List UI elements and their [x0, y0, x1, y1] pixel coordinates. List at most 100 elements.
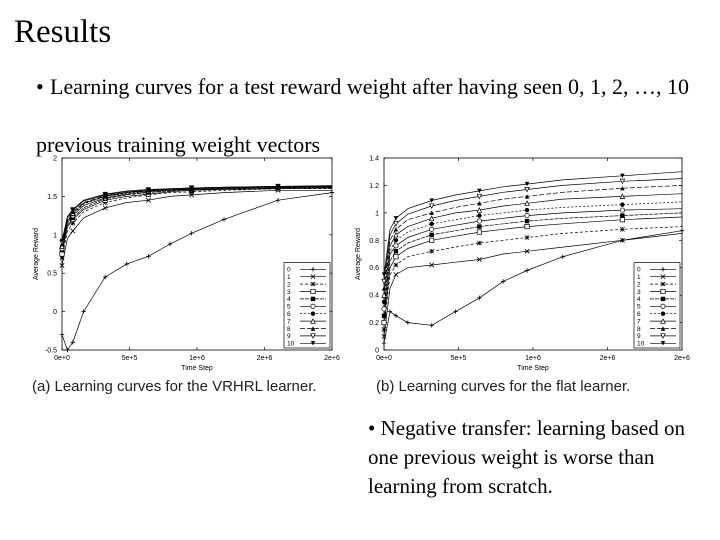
bullet-marker: • — [368, 416, 376, 440]
data-point — [393, 231, 399, 238]
legend-marker — [660, 318, 666, 324]
y-tick-label: 0.6 — [369, 265, 379, 272]
data-point — [381, 340, 387, 346]
legend-label: 10 — [287, 341, 295, 348]
series-line — [383, 233, 683, 337]
caption-vrhrl: (a) Learning curves for the VRHRL learne… — [32, 378, 317, 395]
legend-marker — [660, 341, 666, 346]
y-tick-label: 0.2 — [369, 320, 379, 327]
data-point — [103, 191, 108, 197]
data-point — [429, 210, 434, 216]
y-tick-label: 1.4 — [369, 156, 379, 163]
data-point — [429, 248, 435, 254]
data-point — [393, 221, 399, 227]
data-point — [476, 218, 482, 224]
x-axis-label: Time Step — [517, 365, 549, 372]
data-point — [387, 309, 393, 314]
legend-label: 2 — [287, 281, 291, 288]
data-point — [619, 193, 626, 199]
data-point — [59, 263, 65, 269]
legend-label: 3 — [287, 289, 291, 296]
data-point — [81, 309, 86, 314]
data-point — [524, 181, 530, 187]
data-point — [381, 333, 387, 339]
x-tick-label: 5e+5 — [122, 355, 138, 362]
y-axis-label: Average Reward — [355, 228, 362, 280]
x-tick-label: 1e+6 — [525, 355, 541, 362]
legend-label: 3 — [637, 289, 641, 296]
data-point — [429, 226, 435, 232]
data-point — [103, 274, 108, 280]
x-tick-label: 1e+6 — [189, 355, 205, 362]
data-point — [524, 224, 530, 230]
plot-frame — [383, 157, 683, 351]
data-point — [429, 198, 434, 203]
data-point — [560, 254, 565, 259]
legend-label: 8 — [637, 326, 641, 333]
data-point — [381, 326, 387, 332]
data-point — [59, 251, 65, 257]
legend-label: 1 — [287, 274, 291, 281]
data-point — [524, 186, 530, 193]
legend-marker — [310, 341, 316, 346]
data-point — [476, 193, 483, 200]
data-point — [405, 320, 411, 325]
data-point — [393, 272, 399, 278]
data-point — [524, 248, 530, 254]
data-point — [501, 279, 506, 284]
legend-marker — [660, 274, 666, 280]
legend-label: 5 — [287, 304, 291, 311]
data-point — [59, 332, 65, 337]
data-point — [393, 216, 399, 221]
y-tick-label: 0.4 — [369, 293, 379, 300]
legend-label: 7 — [287, 318, 291, 325]
data-point — [429, 323, 434, 328]
data-point — [381, 313, 387, 318]
x-axis-label: Time Step — [181, 365, 213, 372]
x-tick-label: 0e+0 — [54, 355, 70, 362]
series-group — [59, 183, 335, 353]
data-point — [429, 221, 434, 227]
x-tick-label: 2e+6 — [257, 355, 273, 362]
bullet-text: Learning curves for a test reward weight… — [36, 74, 689, 157]
data-point — [679, 228, 685, 233]
data-point — [381, 320, 387, 326]
data-point — [477, 188, 482, 194]
data-point — [476, 240, 482, 246]
data-point — [620, 173, 625, 179]
data-point — [477, 213, 482, 218]
data-point — [429, 232, 434, 237]
y-tick-label: 2 — [53, 156, 57, 163]
data-point — [393, 243, 399, 249]
legend-marker — [310, 303, 316, 309]
data-point — [381, 299, 387, 305]
data-point — [524, 194, 530, 199]
legend-marker — [660, 267, 666, 272]
y-axis-label: Average Reward — [33, 228, 40, 280]
data-point — [393, 249, 399, 254]
data-point — [59, 255, 65, 261]
legend-label: 1 — [637, 274, 641, 281]
legend-marker — [660, 326, 666, 331]
data-point — [65, 347, 70, 353]
data-point — [381, 306, 387, 312]
y-tick-label: -0.5 — [45, 348, 57, 355]
data-point — [476, 207, 483, 213]
legend-label: 6 — [637, 311, 641, 318]
data-point — [381, 286, 387, 291]
legend-marker — [660, 333, 666, 339]
x-tick-label: 2e+6 — [600, 355, 616, 362]
legend-marker — [310, 267, 316, 272]
data-point — [524, 213, 530, 219]
legend-label: 5 — [637, 304, 641, 311]
bullet-marker: • — [36, 74, 44, 99]
data-point — [70, 207, 75, 212]
legend-label: 9 — [287, 333, 291, 340]
legend-marker — [310, 311, 316, 316]
data-point — [59, 243, 65, 249]
chart-vrhrl-learning-curves: -0.5 0 0.5 1 1.5 2 0e+0 5e+5 1e+6 2e+6 2e+6 Time St… — [33, 156, 340, 373]
chart-flat-learning-curves: 0 0.2 0.4 0.6 0.8 1 1.2 1.4 0e+0 5e+5 1e+6 2e+6 2e+6… — [355, 156, 690, 373]
legend-label: 9 — [637, 333, 641, 340]
y-tick-label: 0.5 — [47, 271, 57, 278]
series-line — [61, 185, 333, 241]
